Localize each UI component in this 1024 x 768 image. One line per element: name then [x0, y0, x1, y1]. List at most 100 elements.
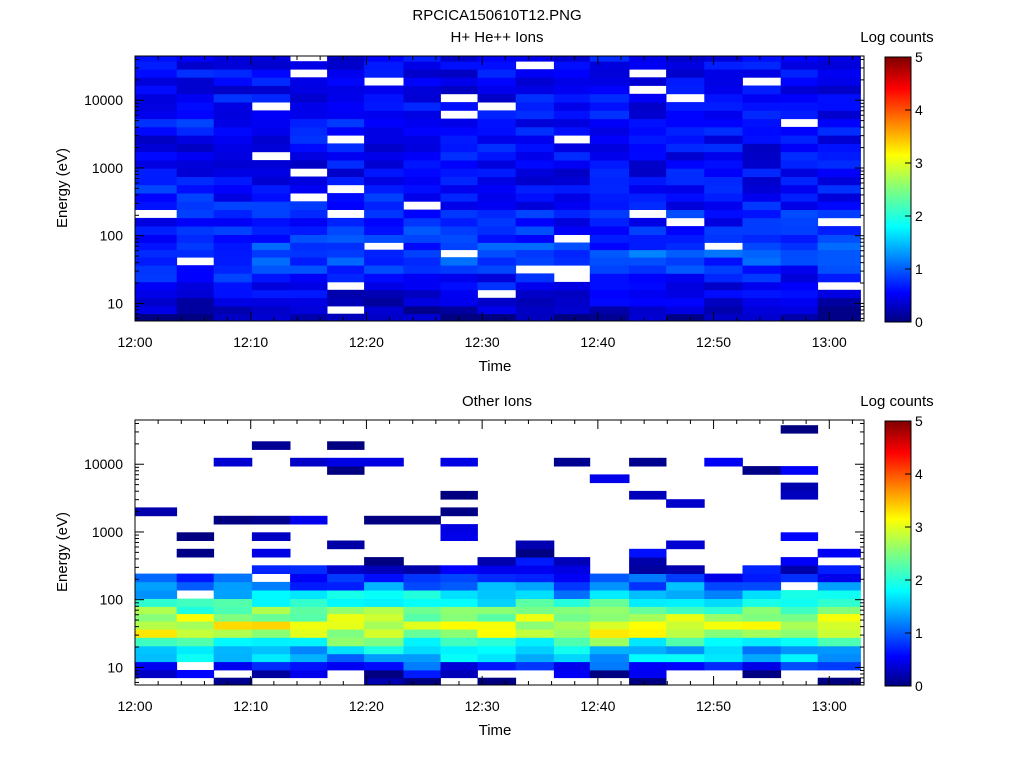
spectrogram-cell — [135, 653, 178, 663]
spectrogram-cell — [515, 621, 555, 630]
spectrogram-cell — [440, 297, 478, 307]
spectrogram-cell — [290, 590, 328, 599]
spectrogram-cell — [364, 457, 404, 467]
spectrogram-cell — [629, 598, 667, 607]
spectrogram-cell — [290, 606, 328, 615]
spectrogram-cell — [403, 281, 441, 291]
spectrogram-cell — [515, 56, 555, 62]
spectrogram-cell — [213, 273, 253, 283]
spectrogram-cell — [553, 226, 591, 235]
spectrogram-cell — [515, 581, 555, 591]
spectrogram-cell — [477, 93, 517, 103]
spectrogram-cell — [251, 581, 291, 591]
spectrogram-cell — [515, 135, 555, 144]
spectrogram-cell — [176, 226, 215, 235]
spectrogram-cell — [742, 217, 782, 227]
spectrogram-cell — [364, 102, 404, 111]
colorbar-tick-label: 3 — [915, 519, 923, 535]
spectrogram-cell — [817, 306, 861, 315]
spectrogram-cell — [327, 126, 365, 136]
colorbar-tick-label: 4 — [915, 466, 923, 482]
spectrogram-cell — [780, 306, 819, 315]
spectrogram-cell — [403, 126, 441, 136]
spectrogram-cell — [176, 93, 215, 103]
spectrogram-cell — [780, 85, 819, 95]
spectrogram-cell — [589, 234, 630, 243]
spectrogram-cell — [403, 581, 441, 591]
spectrogram-cell — [440, 118, 478, 128]
spectrogram-cell — [364, 306, 404, 315]
x-tick-label: 12:00 — [117, 698, 152, 714]
spectrogram-cell — [589, 606, 630, 615]
spectrogram-cell — [135, 629, 178, 638]
y-axis-title: Energy (eV) — [54, 512, 71, 592]
spectrogram-cell — [515, 151, 555, 161]
spectrogram-cell — [327, 110, 365, 120]
spectrogram-cell — [440, 184, 478, 194]
spectrogram-cell — [817, 135, 861, 144]
spectrogram-cell — [440, 201, 478, 210]
spectrogram-cell — [364, 565, 404, 574]
spectrogram-cell — [629, 306, 667, 315]
spectrogram-cell — [704, 151, 743, 161]
spectrogram-cell — [780, 201, 819, 210]
spectrogram-cell — [251, 242, 291, 251]
spectrogram-cell — [213, 313, 253, 322]
spectrogram-cell — [629, 281, 667, 291]
spectrogram-cell — [176, 56, 215, 62]
spectrogram-cell — [364, 598, 404, 607]
spectrogram-cell — [666, 242, 705, 251]
spectrogram-cell — [213, 306, 253, 315]
spectrogram-cell — [704, 102, 743, 111]
spectrogram-cell — [213, 289, 253, 299]
spectrogram-cell — [817, 590, 861, 599]
spectrogram-cell — [515, 637, 555, 647]
spectrogram-cell — [704, 201, 743, 210]
spectrogram-cell — [213, 56, 253, 62]
spectrogram-cell — [251, 273, 291, 283]
spectrogram-cell — [589, 143, 630, 153]
spectrogram-cell — [780, 273, 819, 283]
spectrogram-cell — [213, 637, 253, 647]
spectrogram-cell — [515, 606, 555, 615]
spectrogram-cell — [440, 69, 478, 78]
spectrogram-cell — [440, 532, 478, 541]
spectrogram-cell — [403, 93, 441, 103]
spectrogram-cell — [440, 606, 478, 615]
spectrogram-cell — [213, 621, 253, 630]
spectrogram-cell — [553, 176, 591, 186]
spectrogram-cell — [553, 557, 591, 566]
spectrogram-cell — [327, 466, 365, 475]
spectrogram-cell — [742, 176, 782, 186]
spectrogram-cell — [135, 85, 178, 95]
spectrogram-cell — [251, 160, 291, 169]
spectrogram-cell — [176, 184, 215, 194]
spectrogram-cell — [629, 677, 667, 686]
spectrogram-cell — [251, 621, 291, 630]
spectrogram-cell — [364, 176, 404, 186]
spectrogram-cell — [477, 85, 517, 95]
spectrogram-cell — [327, 273, 365, 283]
spectrogram-cell — [780, 257, 819, 266]
spectrogram-cell — [364, 143, 404, 153]
spectrogram-cell — [213, 645, 253, 655]
spectrogram-cell — [440, 257, 478, 266]
spectrogram-cell — [817, 168, 861, 177]
spectrogram-cell — [135, 249, 178, 258]
spectrogram-cell — [817, 242, 861, 251]
spectrogram-cells — [135, 425, 861, 686]
spectrogram-cell — [589, 289, 630, 299]
spectrogram-cell — [440, 168, 478, 177]
spectrogram-cell — [290, 670, 328, 679]
spectrogram-cell — [176, 645, 215, 655]
spectrogram-cell — [290, 661, 328, 671]
x-tick-label: 12:30 — [465, 334, 500, 350]
spectrogram-cell — [440, 289, 478, 299]
spectrogram-cell — [327, 143, 365, 153]
spectrogram-cell — [515, 102, 555, 111]
spectrogram-cell — [780, 590, 819, 599]
spectrogram-cell — [629, 265, 667, 274]
spectrogram-cell — [403, 598, 441, 607]
spectrogram-cell — [817, 598, 861, 607]
spectrogram-cell — [213, 598, 253, 607]
